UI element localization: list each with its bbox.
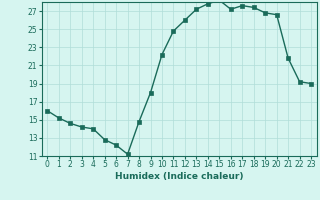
- X-axis label: Humidex (Indice chaleur): Humidex (Indice chaleur): [115, 172, 244, 181]
